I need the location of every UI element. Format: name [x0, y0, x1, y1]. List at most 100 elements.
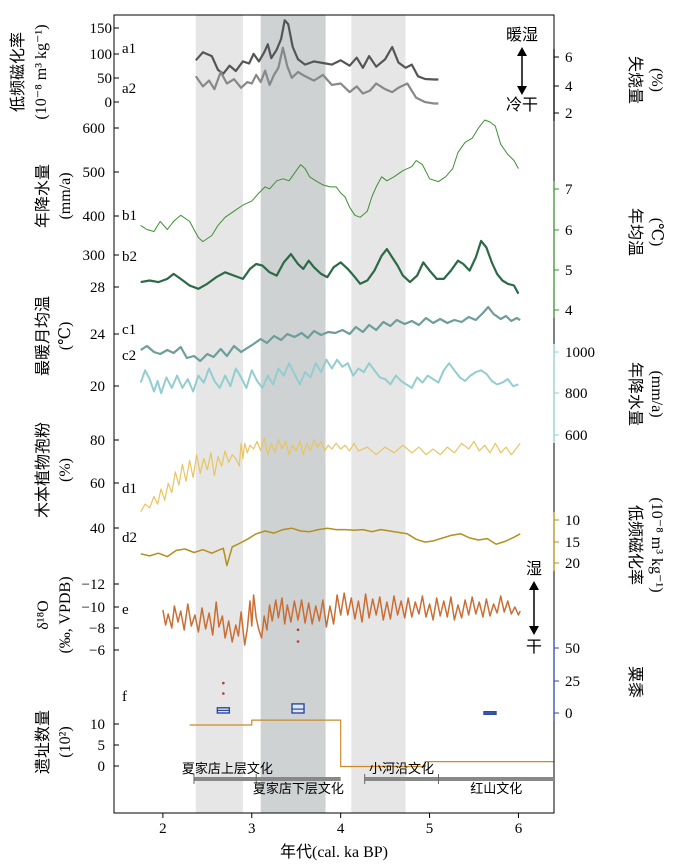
left-axis-unit-f: (10²) [57, 726, 74, 757]
left-tick-label-f: 5 [98, 738, 106, 754]
series-line-f [189, 719, 554, 768]
left-axis-unit-d: (%) [57, 458, 74, 482]
axes [113, 14, 559, 818]
right-tick-label-a: 2 [565, 106, 573, 122]
left-tick-label-a: 150 [90, 21, 113, 37]
panel-label-b2: b2 [122, 249, 137, 265]
left-tick-label-d: 40 [90, 521, 105, 537]
series-line-a2 [194, 46, 439, 105]
panel-label-a1: a1 [122, 41, 136, 57]
right-tick-label-e: 25 [565, 674, 580, 690]
left-axis-title-c: 最暖月均温 [34, 296, 52, 376]
right-tick-label-d: 20 [565, 556, 580, 572]
left-axis-title-a: 低频磁化率 [9, 32, 27, 112]
annotation-warm-wet: 暖湿 [506, 26, 538, 44]
millet-box [291, 703, 305, 714]
series-line-d2 [140, 527, 521, 567]
left-tick-label-e: −10 [82, 600, 105, 616]
right-tick-label-b: 5 [565, 263, 573, 279]
left-tick-label-f: 10 [90, 717, 105, 733]
culture-bar [438, 777, 554, 781]
millet-outlier [222, 681, 225, 685]
millet-outlier [296, 640, 300, 643]
panel-label-d1: d1 [122, 481, 137, 497]
culture-bar [194, 777, 261, 781]
millet-outlier [296, 628, 300, 632]
series-line-d1 [140, 437, 521, 513]
right-axis-unit-b: (℃) [648, 218, 665, 247]
culture-label: 夏家店下层文化 [253, 781, 344, 796]
shaded-band [195, 15, 243, 813]
panel-label-c2: c2 [122, 348, 136, 364]
left-tick-label-e: −8 [89, 621, 105, 637]
left-axis-title-e: δ¹⁸O [35, 600, 52, 629]
right-tick-label-d: 10 [565, 513, 580, 529]
culture-label: 红山文化 [470, 781, 522, 796]
x-tick-label: 2 [159, 821, 167, 837]
right-tick-label-e: 50 [565, 641, 580, 657]
annotation-wet: 湿 [526, 560, 542, 578]
left-axis-unit-c: (℃) [57, 322, 74, 351]
left-tick-label-d: 80 [90, 433, 105, 449]
right-tick-label-d: 15 [565, 535, 580, 551]
left-tick-label-c: 20 [90, 379, 105, 395]
right-axis-title-a: 失烧量 [626, 56, 644, 104]
plot-frame [113, 14, 555, 814]
panel-label-b1: b1 [122, 208, 137, 224]
left-tick-label-b: 500 [83, 165, 106, 181]
right-tick-label-a: 6 [565, 50, 573, 66]
left-tick-label-b: 600 [83, 121, 106, 137]
right-tick-label-b: 4 [565, 303, 573, 319]
x-axis-title: 年代(cal. ka BP) [280, 843, 388, 861]
left-tick-label-e: −12 [82, 577, 105, 593]
series-lines [139, 19, 554, 768]
series-line-e [162, 592, 521, 646]
right-axis-title-c: 年降水量 [626, 362, 644, 426]
left-tick-label-c: 24 [90, 327, 106, 343]
culture-label: 小河沿文化 [369, 761, 434, 776]
shaded-bands [195, 15, 406, 813]
shaded-band [260, 15, 326, 813]
left-axis-unit-a: (10⁻⁸ m³ kg⁻¹) [33, 24, 50, 119]
right-tick-label-e: 0 [565, 706, 573, 722]
millet-boxplots [216, 628, 497, 716]
panel-label-e: e [122, 602, 129, 618]
series-line-b2 [140, 239, 520, 295]
left-tick-label-c: 28 [90, 280, 105, 296]
right-axis-title-d: 低频磁化率 [626, 505, 644, 585]
right-tick-label-c: 1000 [565, 345, 595, 361]
shaded-band [351, 15, 406, 813]
arrow-head-down-2 [529, 626, 539, 635]
left-axis-title-f: 遗址数量 [34, 710, 52, 774]
panel-label-c1: c1 [122, 322, 136, 338]
x-tick-label: 5 [426, 821, 434, 837]
panel-label-d2: d2 [122, 530, 137, 546]
right-tick-label-c: 600 [565, 428, 588, 444]
right-axis-title-e: 粟黍 [626, 666, 644, 698]
culture-label: 夏家店上层文化 [182, 761, 273, 776]
right-tick-label-b: 6 [565, 223, 573, 239]
culture-bar [256, 777, 341, 781]
right-tick-label-b: 7 [565, 182, 573, 198]
series-line-a1 [194, 19, 439, 81]
left-tick-label-f: 0 [98, 759, 106, 775]
left-tick-label-e: −6 [89, 643, 105, 659]
left-tick-label-b: 400 [83, 209, 106, 225]
left-tick-label-b: 300 [83, 248, 106, 264]
left-tick-label-a: 50 [97, 71, 112, 87]
left-axis-unit-e: (‰, VPDB) [57, 576, 74, 653]
right-axis-unit-c: (mm/a) [648, 370, 665, 417]
series-line-b1 [140, 119, 519, 243]
left-tick-label-d: 60 [90, 476, 105, 492]
right-axis-unit-d: (10⁻⁸ m³ kg⁻¹) [648, 497, 665, 592]
arrow-head-down [517, 86, 527, 95]
left-tick-label-a: 0 [105, 95, 113, 111]
left-tick-label-a: 100 [90, 47, 113, 63]
x-tick-label: 4 [337, 821, 345, 837]
x-tick-label: 6 [515, 821, 523, 837]
arrow-head-up-2 [529, 581, 539, 590]
right-axis-unit-a: (%) [648, 68, 665, 92]
annotation-dry: 干 [526, 639, 542, 656]
